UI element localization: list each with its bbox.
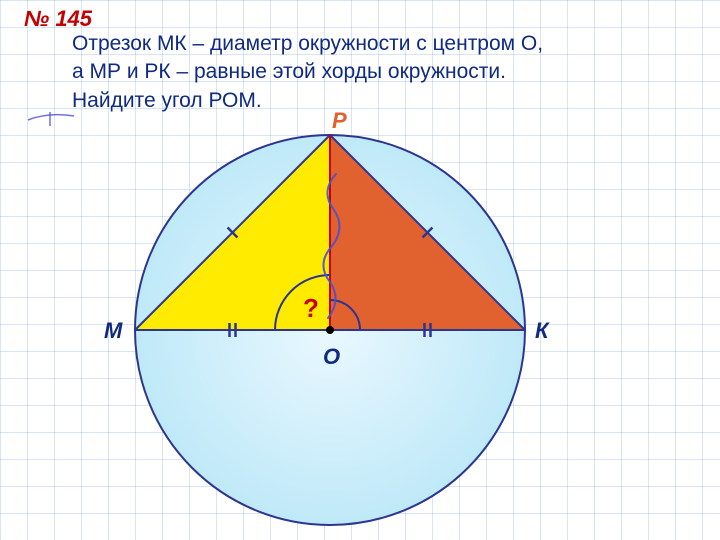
label-O: О [323, 344, 340, 370]
label-K: К [535, 318, 549, 344]
geometry-figure [0, 0, 720, 540]
question-mark: ? [303, 293, 319, 324]
label-P: Р [332, 108, 347, 134]
label-M: М [104, 318, 122, 344]
